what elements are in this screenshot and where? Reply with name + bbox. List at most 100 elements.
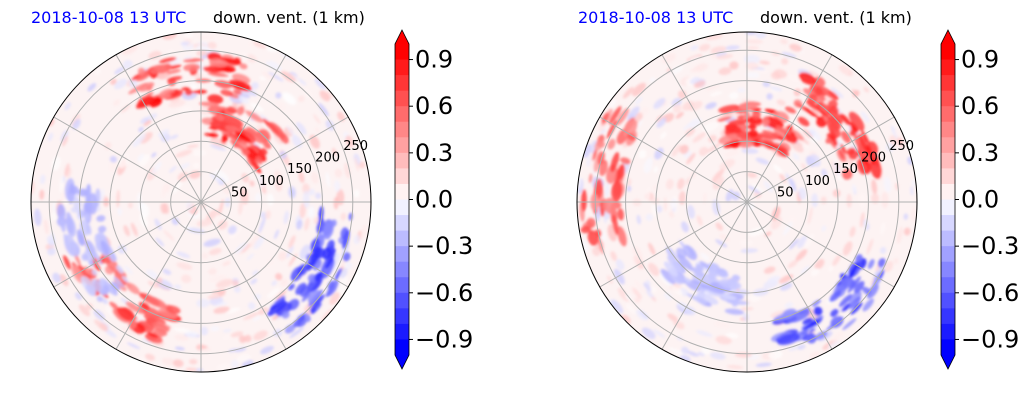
texture-cell: [333, 196, 339, 210]
colorbar-step: [395, 292, 409, 309]
texture-cell: [705, 85, 720, 91]
texture-cell: [114, 78, 128, 90]
texture-cell: [745, 62, 759, 70]
feature-cell-positive: [759, 132, 777, 141]
feature-cell-positive: [147, 332, 159, 338]
texture-cell: [113, 99, 121, 106]
texture-cell: [151, 161, 162, 176]
texture-cell: [329, 292, 340, 305]
texture-cell: [715, 222, 724, 231]
texture-cell: [109, 155, 118, 163]
texture-cell: [681, 221, 689, 233]
feature-cell-negative: [97, 225, 107, 233]
texture-cell: [288, 235, 296, 249]
feature-cell-positive: [860, 129, 871, 146]
feature-cell-positive: [849, 129, 857, 137]
colorbar-step: [395, 59, 409, 76]
feature-cell-negative: [326, 280, 339, 297]
feature-cell-negative: [692, 267, 704, 277]
texture-cell: [842, 241, 853, 256]
texture-cell: [741, 148, 759, 154]
texture-cell: [677, 90, 687, 99]
texture-cell: [227, 225, 237, 235]
feature-cell-positive: [846, 147, 856, 156]
feature-cell-positive: [608, 106, 622, 125]
texture-cell: [640, 106, 650, 116]
texture-cell: [814, 259, 825, 270]
texture-cell: [702, 192, 707, 205]
azimuth-spoke: [53, 116, 202, 203]
feature-cell-negative: [320, 255, 330, 272]
texture-cell: [849, 226, 856, 238]
azimuth-spoke: [746, 201, 833, 350]
feature-cell-negative: [276, 302, 292, 317]
feature-cell-positive: [737, 137, 755, 148]
colorbar-tick-label: −0.6: [415, 279, 473, 307]
texture-cell: [218, 199, 224, 216]
texture-cell: [304, 217, 310, 231]
texture-cell: [652, 184, 657, 191]
colorbar-tick-label: −0.9: [415, 325, 473, 353]
feature-cell-positive: [255, 156, 263, 165]
feature-cell-negative: [715, 268, 728, 277]
texture-cell: [157, 129, 170, 138]
colorbar-outline: [940, 29, 956, 370]
texture-cell: [315, 192, 322, 200]
colorbar-tick-label: −0.3: [961, 232, 1019, 260]
texture-cell: [238, 335, 246, 344]
texture-cell: [280, 51, 293, 60]
panel-right: 50 100 150 200 250 0.9 0.6 0.3 0.0 −0.3 −0.6 −0.9 2…: [546, 0, 1036, 401]
texture-cell: [807, 206, 813, 225]
texture-cell: [903, 227, 911, 236]
texture-cell: [216, 278, 234, 289]
texture-cell: [222, 261, 231, 266]
texture-cell: [797, 344, 806, 350]
feature-cell-negative: [849, 263, 859, 278]
feature-cell-positive: [581, 189, 587, 212]
colorbar-step: [395, 183, 409, 200]
feature-cell-negative: [699, 261, 711, 269]
texture-cell: [654, 147, 664, 160]
texture-cell: [719, 112, 734, 118]
azimuth-spoke: [200, 201, 287, 350]
texture-cell: [253, 235, 265, 250]
feature-cell-positive: [262, 140, 272, 149]
colorbar-step: [395, 75, 409, 92]
texture-cell: [724, 149, 739, 157]
colorbar-step: [941, 199, 955, 216]
texture-cell: [201, 252, 209, 260]
texture-cell: [189, 359, 198, 365]
feature-cell-positive: [596, 140, 605, 148]
feature-cell-positive: [586, 217, 596, 228]
texture-cell: [208, 268, 217, 275]
texture-cell: [788, 74, 801, 82]
colorbar-step: [941, 339, 955, 356]
feature-cell-positive: [848, 111, 865, 131]
texture-cell: [318, 102, 329, 117]
texture-cell: [770, 71, 781, 80]
texture-cell: [132, 133, 146, 148]
texture-cell: [353, 189, 360, 198]
texture-cell: [634, 96, 643, 105]
feature-cell-positive: [239, 63, 248, 70]
texture-cell: [753, 69, 769, 74]
texture-cell: [755, 157, 770, 165]
feature-cell-positive: [752, 109, 761, 121]
texture-cell: [800, 265, 811, 275]
texture-cell: [252, 315, 261, 321]
texture-cell: [808, 128, 822, 141]
texture-cell: [832, 189, 841, 198]
feature-cell-positive: [234, 130, 252, 143]
texture-cell: [47, 247, 56, 256]
texture-cell: [139, 132, 153, 144]
texture-cell: [144, 353, 156, 361]
feature-cell-positive: [139, 82, 155, 92]
feature-cell-positive: [63, 255, 71, 270]
texture-cell: [173, 359, 184, 368]
colorbar-step: [941, 137, 955, 154]
feature-cell-negative: [329, 244, 335, 251]
feature-cell-negative: [683, 277, 691, 284]
feature-cell-positive: [798, 72, 817, 85]
azimuth-spoke: [746, 116, 895, 203]
texture-cell: [582, 239, 589, 253]
